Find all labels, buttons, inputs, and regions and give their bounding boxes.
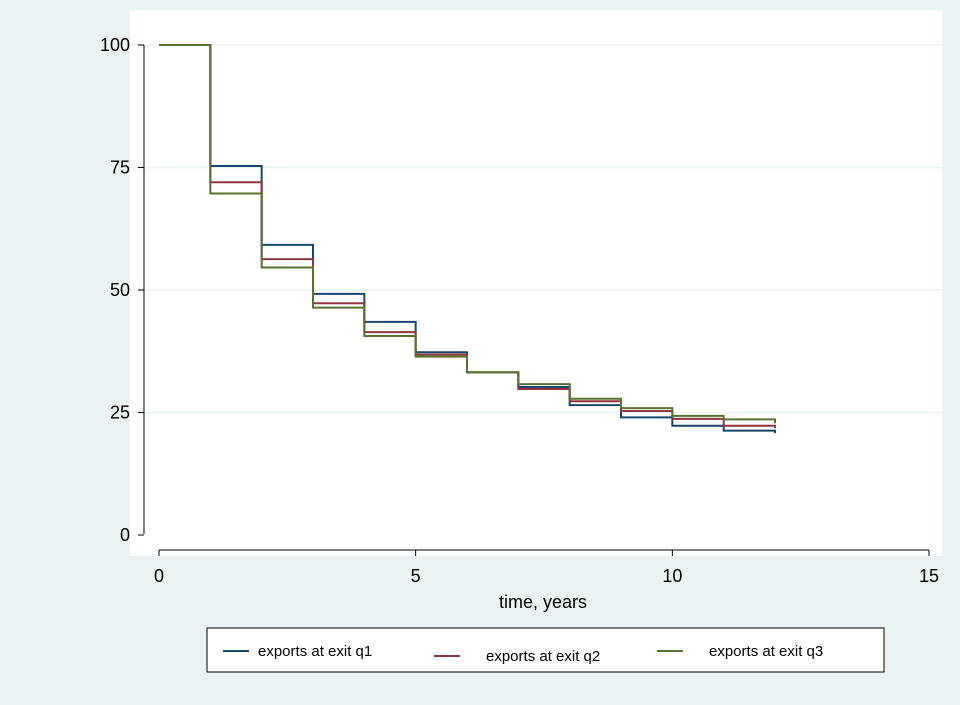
x-tick-label: 5 — [411, 566, 421, 586]
legend-label-q1: exports at exit q1 — [258, 643, 372, 660]
y-tick-label: 50 — [110, 280, 130, 300]
y-tick-label: 0 — [120, 525, 130, 545]
legend-label-q2: exports at exit q2 — [486, 648, 600, 665]
legend-label-q3: exports at exit q3 — [709, 643, 823, 660]
x-tick-label: 0 — [154, 566, 164, 586]
series-lines — [159, 44, 776, 434]
plot-area — [130, 10, 942, 556]
y-ticks: 0 25 50 75 100 — [100, 35, 144, 545]
x-axis-title: time, years — [499, 592, 587, 612]
y-tick-label: 75 — [110, 158, 130, 178]
y-tick-label: 25 — [110, 403, 130, 423]
x-ticks: 0 5 10 15 — [154, 550, 939, 586]
legend-box — [206, 627, 885, 673]
y-tick-label: 100 — [100, 35, 130, 55]
series-line-q3 — [159, 44, 776, 424]
legend: exports at exit q1 exports at exit q2 expo… — [206, 627, 885, 673]
x-tick-label: 15 — [919, 566, 939, 586]
x-tick-label: 10 — [662, 566, 682, 586]
grid-lines — [130, 44, 942, 414]
